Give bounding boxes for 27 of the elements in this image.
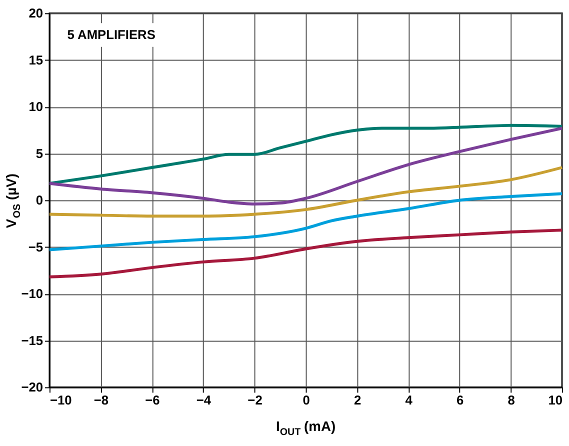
- y-tick-label: −10: [21, 286, 44, 302]
- y-tick-label: 15: [28, 52, 44, 68]
- x-tick-label: 4: [405, 392, 414, 408]
- x-tick-label: 0: [302, 392, 310, 408]
- line-series: [48, 124, 564, 185]
- x-tick-label: 8: [508, 392, 515, 408]
- x-tick-label: −10: [50, 392, 72, 408]
- y-tick-label: −20: [21, 380, 44, 395]
- y-tick-label: 10: [28, 99, 44, 114]
- annotation: 5 AMPLIFIERS: [67, 26, 156, 42]
- line-series: [48, 192, 564, 252]
- x-tick-label: −4: [196, 392, 212, 408]
- x-tick-label: −2: [248, 392, 262, 408]
- y-tick-label: −5: [28, 239, 44, 254]
- y-axis-title: VOS (µV): [2, 174, 23, 228]
- x-tick-label: −6: [145, 392, 160, 408]
- y-tick-label: 0: [36, 192, 44, 208]
- x-tick-label: 10: [548, 392, 563, 408]
- x-tick-label: −8: [94, 392, 109, 408]
- x-tick-label: 6: [456, 392, 464, 408]
- line-series: [48, 228, 564, 278]
- y-tick-label: 5: [36, 146, 44, 161]
- y-tick-label: −15: [21, 332, 44, 348]
- x-tick-label: 2: [354, 392, 362, 408]
- line-series: [48, 126, 564, 206]
- y-tick-label: 20: [28, 6, 44, 21]
- line-series: [48, 166, 564, 218]
